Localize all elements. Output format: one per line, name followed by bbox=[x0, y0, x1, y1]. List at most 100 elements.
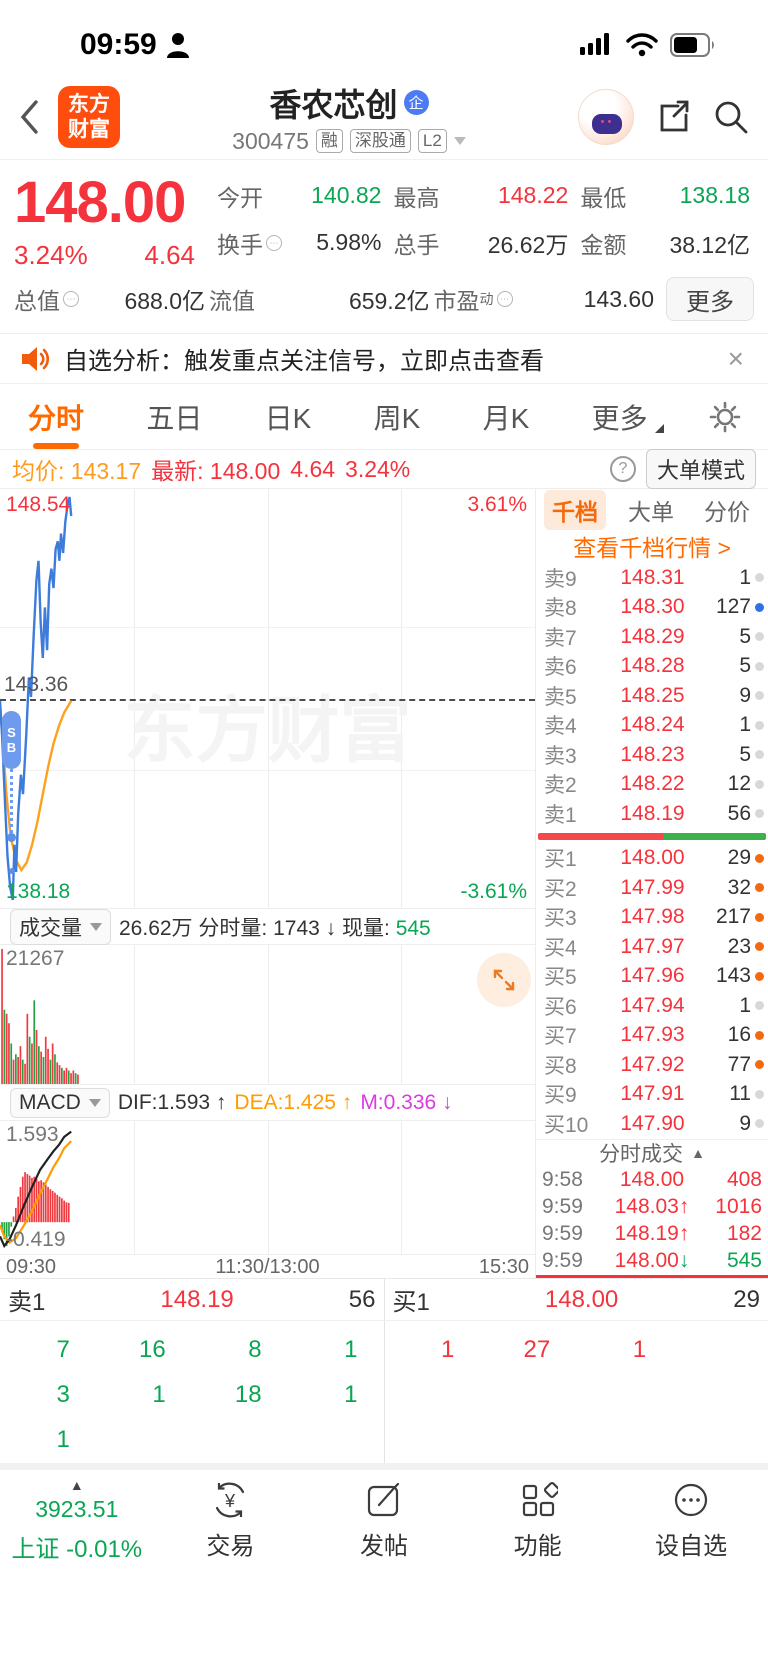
buy-order-row[interactable]: 买8 147.92 77 bbox=[536, 1050, 768, 1080]
notice-text[interactable]: 自选分析：触发重点关注信号，立即点击查看 bbox=[64, 348, 544, 375]
change-percent: 3.24% bbox=[14, 240, 88, 270]
share-icon[interactable] bbox=[654, 98, 692, 136]
sell-order-row[interactable]: 卖7 148.29 5 bbox=[536, 622, 768, 652]
sell1-volume: 56 bbox=[348, 1285, 376, 1313]
buy-order-row[interactable]: 买5 147.96 143 bbox=[536, 962, 768, 992]
tab-monthly-k[interactable]: 月K bbox=[482, 402, 530, 434]
buy-order-row[interactable]: 买3 147.98 217 bbox=[536, 903, 768, 933]
sell-order-row[interactable]: 卖4 148.24 1 bbox=[536, 711, 768, 741]
buy-order-row[interactable]: 买1 148.00 29 bbox=[536, 844, 768, 874]
buy-order-row[interactable]: 买2 147.99 32 bbox=[536, 873, 768, 903]
chart-low-label: 138.18 bbox=[6, 880, 71, 903]
tab-daily-k[interactable]: 日K bbox=[264, 402, 312, 434]
volume-selector[interactable]: 成交量 bbox=[10, 908, 111, 945]
info-icon[interactable] bbox=[496, 291, 513, 307]
queue-cell: 1 bbox=[344, 1335, 358, 1363]
logo-text-1: 东方 bbox=[68, 93, 110, 116]
stat-amount: 金额 38.12亿 bbox=[580, 231, 750, 258]
tab-minute[interactable]: 分时 bbox=[26, 387, 86, 447]
stat-floatcap: 流值 659.2亿 bbox=[209, 288, 430, 314]
l2-tag[interactable]: L2 bbox=[417, 129, 447, 153]
sell-order-row[interactable]: 卖2 148.22 12 bbox=[536, 770, 768, 800]
tab-thousand-levels[interactable]: 千档 bbox=[544, 490, 606, 530]
change-amount: 4.64 bbox=[144, 240, 195, 270]
buy-order-row[interactable]: 买4 147.97 23 bbox=[536, 932, 768, 962]
price-line-chart bbox=[0, 496, 73, 901]
corner-triangle-icon bbox=[654, 423, 664, 433]
sell-order-row[interactable]: 卖6 148.28 5 bbox=[536, 652, 768, 682]
tick-row[interactable]: 9:59 148.19↑ 182 bbox=[542, 1222, 762, 1246]
tab-price-dist[interactable]: 分价 bbox=[704, 499, 750, 525]
big-order-mode-button[interactable]: 大单模式 bbox=[645, 449, 756, 489]
margin-tag[interactable]: 融 bbox=[315, 129, 343, 153]
tick-list-header[interactable]: 分时成交 ▲ bbox=[536, 1138, 768, 1167]
buy-order-row[interactable]: 买6 147.94 1 bbox=[536, 991, 768, 1021]
enterprise-badge[interactable]: 企 bbox=[403, 90, 429, 115]
tab-weekly-k[interactable]: 周K bbox=[373, 402, 421, 434]
apps-grid-icon bbox=[522, 1481, 558, 1517]
buy-order-row[interactable]: 买9 147.91 11 bbox=[536, 1080, 768, 1110]
queue-cell bbox=[192, 1418, 288, 1463]
sell1-summary: 卖1 148.19 56 bbox=[8, 1285, 376, 1317]
sell-order-row[interactable]: 卖3 148.23 5 bbox=[536, 740, 768, 770]
nav-post[interactable]: 发帖 bbox=[307, 1480, 461, 1600]
help-icon[interactable]: ? bbox=[609, 456, 636, 482]
order-size-dot bbox=[755, 602, 764, 612]
sell-order-row[interactable]: 卖8 148.30 127 bbox=[536, 593, 768, 623]
back-button[interactable] bbox=[18, 87, 58, 147]
sell-order-row[interactable]: 卖1 148.19 56 bbox=[536, 799, 768, 829]
thousand-levels-link[interactable]: 查看千档行情 > bbox=[573, 535, 731, 561]
queue-cell: 1 bbox=[56, 1426, 70, 1454]
volume-chart[interactable]: 21267 bbox=[0, 945, 535, 1085]
nav-functions[interactable]: 功能 bbox=[461, 1480, 615, 1600]
indicator-selector[interactable]: MACD bbox=[10, 1087, 110, 1118]
stat-marketcap: 总值688.0亿 bbox=[14, 282, 209, 316]
time-close: 15:30 bbox=[478, 1255, 529, 1278]
chart-tabs: 分时 五日 日K 周K 月K 更多 bbox=[0, 384, 768, 450]
volume-header: 成交量 26.62万 分时量: 1743 ↓ 现量: 545 bbox=[0, 908, 535, 945]
stock-title-block[interactable]: 香农芯创 企 300475 融 深股通 L2 bbox=[120, 80, 578, 155]
index-up-icon: ▲ bbox=[69, 1477, 84, 1493]
info-icon[interactable] bbox=[63, 291, 79, 307]
macd-chart[interactable]: 1.593 -0.419 bbox=[0, 1121, 535, 1255]
tick-row[interactable]: 9:59 148.00↓ 545 bbox=[542, 1249, 762, 1273]
queue-cell bbox=[672, 1327, 768, 1372]
tab-big-orders[interactable]: 大单 bbox=[628, 499, 674, 525]
tab-5day[interactable]: 五日 bbox=[146, 402, 203, 434]
current-volume: 545 bbox=[395, 916, 431, 940]
close-icon[interactable]: × bbox=[727, 342, 744, 374]
queue-cell: 8 bbox=[248, 1335, 262, 1363]
sell-order-row[interactable]: 卖9 148.31 1 bbox=[536, 563, 768, 593]
sell-order-row[interactable]: 卖5 148.25 9 bbox=[536, 681, 768, 711]
circle-ellipsis-icon bbox=[675, 1483, 708, 1517]
avg-price-bar: 均价: 143.17 最新: 148.00 4.64 3.24% ? 大单模式 bbox=[0, 449, 768, 489]
buy-order-row[interactable]: 买10 147.90 9 bbox=[536, 1109, 768, 1139]
expand-button[interactable] bbox=[477, 953, 531, 1007]
trade-yuan-icon: ¥ bbox=[216, 1482, 245, 1518]
nav-index[interactable]: ▲ 3923.51 上证 -0.01% bbox=[0, 1477, 154, 1600]
tick-row[interactable]: 9:58 148.00 408 bbox=[542, 1168, 762, 1192]
tick-row[interactable]: 9:59 148.03↑ 1016 bbox=[542, 1195, 762, 1219]
assistant-avatar[interactable] bbox=[578, 89, 634, 145]
order-size-dot bbox=[755, 1119, 764, 1129]
more-button[interactable]: 更多 bbox=[666, 277, 754, 321]
search-icon[interactable] bbox=[712, 98, 750, 136]
gear-icon[interactable] bbox=[708, 400, 742, 434]
notice-bar[interactable]: 自选分析：触发重点关注信号，立即点击查看 × bbox=[0, 334, 768, 384]
cellular-signal-icon bbox=[580, 32, 609, 55]
info-icon[interactable] bbox=[266, 234, 282, 251]
status-bar: 09:59 bbox=[0, 0, 768, 75]
buy-order-row[interactable]: 买7 147.93 16 bbox=[536, 1021, 768, 1051]
nav-trade[interactable]: ¥ 交易 bbox=[154, 1480, 308, 1600]
chevron-down-icon[interactable] bbox=[453, 137, 466, 145]
chart-high-label: 148.54 bbox=[6, 493, 71, 516]
queue-cell: 1 bbox=[152, 1380, 166, 1408]
eastmoney-logo[interactable]: 东方 财富 bbox=[58, 86, 120, 148]
tab-more[interactable]: 更多 bbox=[590, 387, 664, 447]
szconnect-tag[interactable]: 深股通 bbox=[349, 129, 411, 153]
order-size-dot bbox=[755, 809, 764, 819]
nav-add-watchlist[interactable]: 设自选 bbox=[614, 1480, 768, 1600]
